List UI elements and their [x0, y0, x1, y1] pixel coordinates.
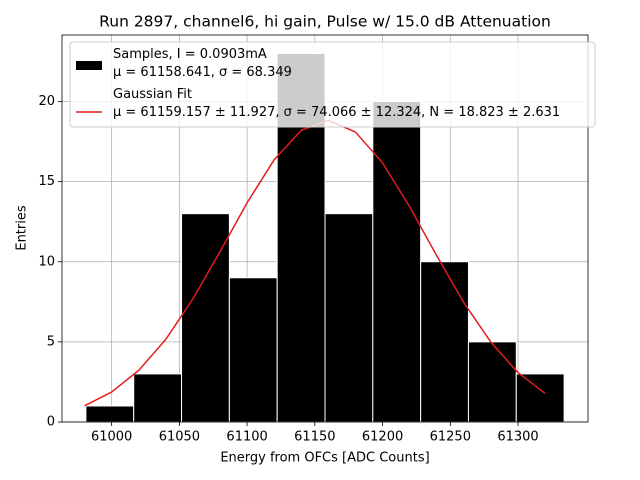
histogram-bar	[467, 341, 517, 423]
plot-frame	[61, 34, 589, 423]
x-tick-label: 61150	[294, 430, 335, 445]
histogram-bar	[324, 213, 374, 423]
x-tick-label: 61300	[497, 430, 538, 445]
y-tick-label: 5	[47, 334, 55, 349]
histogram-bar	[420, 261, 469, 423]
legend-label: Samples, I = 0.0903mA μ = 61158.641, σ = …	[113, 47, 292, 80]
y-tick-label: 15	[38, 174, 55, 189]
histogram-bar	[133, 373, 183, 423]
y-tick-label: 0	[47, 415, 55, 430]
histogram-bar	[181, 213, 230, 423]
histogram-bar	[228, 277, 278, 423]
y-axis-label: Entries	[15, 205, 30, 251]
legend: Samples, I = 0.0903mA μ = 61158.641, σ = …	[69, 41, 596, 128]
legend-label: Gaussian Fit μ = 61159.157 ± 11.927, σ = …	[113, 87, 560, 120]
x-axis-label: Energy from OFCs [ADC Counts]	[220, 451, 429, 466]
legend-box	[69, 41, 596, 128]
histogram-bar	[515, 373, 565, 423]
x-tick-label: 61200	[362, 430, 403, 445]
y-tick-label: 10	[38, 254, 55, 269]
x-tick-label: 61050	[159, 430, 200, 445]
histogram-bar	[372, 101, 422, 423]
chart-title: Run 2897, channel6, hi gain, Pulse w/ 15…	[99, 13, 551, 31]
plot-marks	[84, 52, 565, 423]
x-tick-label: 61250	[430, 430, 471, 445]
y-tick-label: 20	[38, 94, 55, 109]
axes: 61000 61050 61100 61150 61200 61250 61300 0 5 10 1…	[38, 94, 538, 444]
x-tick-label: 61100	[226, 430, 267, 445]
histogram-bar	[85, 405, 135, 423]
legend-swatch	[76, 61, 102, 70]
x-tick-label: 61000	[91, 430, 132, 445]
